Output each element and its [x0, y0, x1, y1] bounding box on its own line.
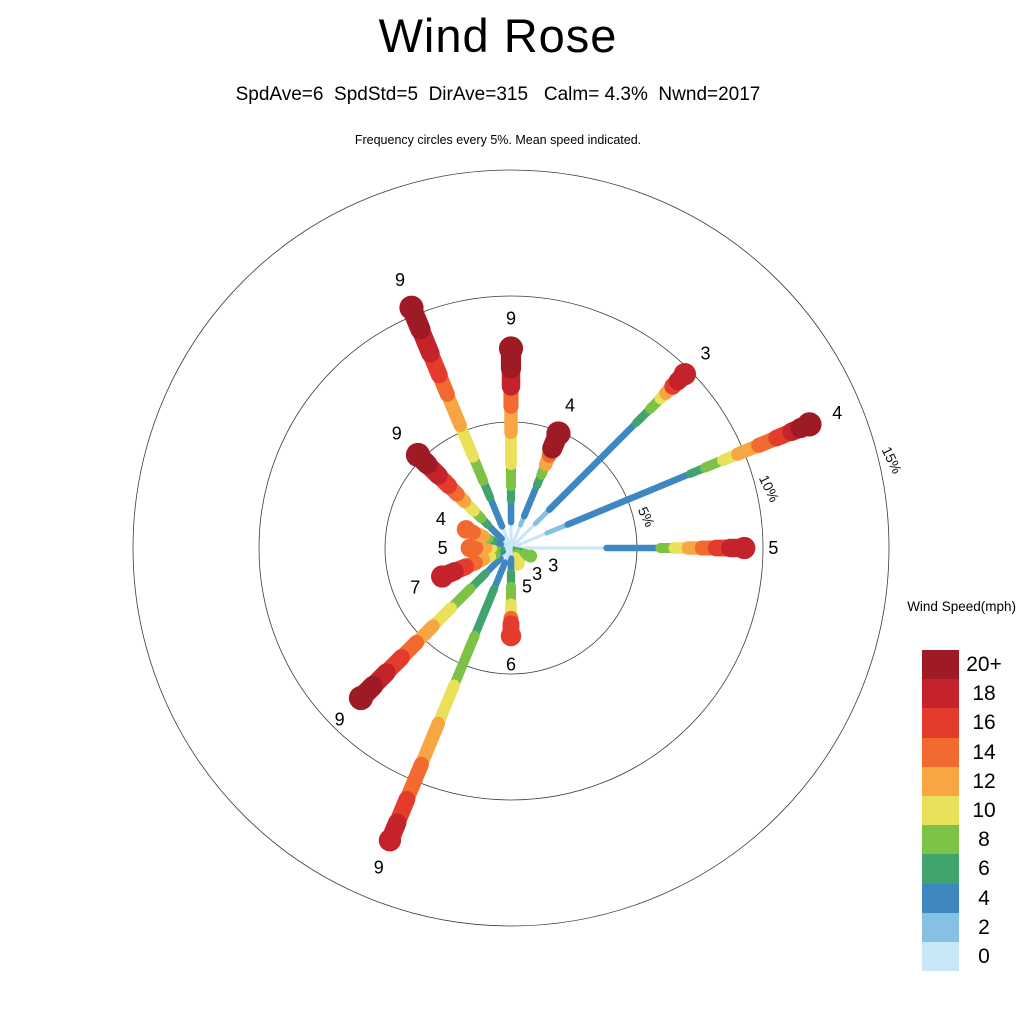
- legend-title: Wind Speed(mph): [907, 599, 1016, 614]
- legend-swatch: [922, 650, 959, 680]
- ray-tip-WNW: [456, 520, 476, 539]
- ray-tip-NE: [673, 362, 697, 386]
- legend-swatch: [922, 679, 959, 709]
- ray-mean-speed-label-S: 6: [506, 654, 516, 674]
- legend-swatch: [922, 708, 959, 738]
- ray-segment-NNW-4: [486, 494, 506, 530]
- legend-entry: 20+: [922, 650, 1009, 680]
- ray-mean-speed-label-N: 9: [506, 308, 516, 328]
- grid-circle-10: [258, 295, 764, 801]
- legend-label: 8: [978, 828, 990, 852]
- page-title: Wind Rose: [378, 9, 618, 62]
- legend-entry: 16: [922, 708, 1009, 738]
- legend: 20+ 18 16 14 12 10 8 6 4 2 0: [922, 650, 1009, 972]
- legend-label: 10: [972, 799, 996, 823]
- legend-label: 12: [972, 769, 996, 793]
- legend-swatch: [922, 737, 959, 767]
- legend-swatch: [922, 941, 959, 972]
- ray-segment-SSW-8: [449, 630, 480, 691]
- legend-swatch: [922, 766, 959, 796]
- legend-entry: 8: [922, 825, 1009, 855]
- ray-segment-ENE-2: [544, 522, 571, 536]
- ray-segment-NNW-0: [500, 524, 513, 550]
- legend-swatch: [922, 883, 959, 913]
- ray-mean-speed-label-NW: 9: [392, 424, 402, 444]
- legend-label: 4: [978, 886, 990, 910]
- ray-segment-SSW-6: [470, 584, 499, 640]
- legend-entry: 12: [922, 766, 1009, 796]
- ray-segment-SSW-4: [490, 559, 509, 593]
- legend-label: 14: [972, 740, 996, 764]
- legend-entry: 4: [922, 883, 1009, 913]
- grid-label-15: 15%: [879, 444, 906, 476]
- grid-circle-15: [132, 169, 890, 927]
- ray-mean-speed-label-NNW: 9: [395, 270, 405, 290]
- ray-segment-NE-4: [545, 419, 640, 514]
- legend-label: 0: [978, 944, 990, 968]
- ray-mean-speed-label-SW: 9: [335, 709, 345, 729]
- ray-tip-ESE: [524, 549, 538, 563]
- grid-label-10: 10%: [756, 472, 783, 504]
- legend-label: 2: [978, 915, 990, 939]
- ray-mean-speed-label-ESE: 3: [548, 555, 558, 575]
- legend-entry: 6: [922, 854, 1009, 884]
- ray-tip-NNW: [399, 295, 424, 320]
- ray-tip-E: [733, 536, 756, 560]
- legend-entry: 2: [922, 912, 1009, 942]
- legend-label: 20+: [966, 653, 1002, 677]
- ray-tip-N: [498, 336, 524, 361]
- legend-swatch: [922, 825, 959, 855]
- ray-tip-S: [500, 625, 522, 647]
- ray-mean-speed-label-SE: 3: [532, 564, 542, 584]
- ray-mean-speed-label-SSW: 9: [374, 857, 384, 877]
- ray-segment-NNE-4: [520, 481, 541, 520]
- legend-label: 6: [978, 857, 990, 881]
- ray-tip-ENE: [797, 412, 822, 437]
- ray-segment-NE-0: [509, 522, 537, 550]
- ray-mean-speed-label-ENE: 4: [832, 403, 842, 423]
- figure-caption: Frequency circles every 5%. Mean speed i…: [354, 133, 642, 147]
- legend-entry: 14: [922, 737, 1009, 767]
- ray-mean-speed-label-SSE: 5: [522, 577, 532, 597]
- ray-mean-speed-label-NNE: 4: [565, 396, 575, 416]
- ray-segment-ENE-4: [564, 470, 694, 528]
- legend-label: 18: [972, 682, 996, 706]
- ray-tip-NNE: [546, 421, 571, 446]
- ray-mean-speed-label-E: 5: [768, 538, 778, 558]
- legend-entry: 0: [922, 941, 1009, 972]
- legend-entry: 18: [922, 679, 1009, 709]
- legend-swatch: [922, 795, 959, 826]
- legend-swatch: [922, 912, 959, 942]
- stats-subtitle: SpdAve=6 SpdStd=5 DirAve=315 Calm= 4.3% …: [235, 84, 761, 105]
- legend-entry: 10: [922, 795, 1009, 826]
- ray-mean-speed-label-W: 5: [438, 538, 448, 558]
- ray-mean-speed-label-WSW: 7: [410, 578, 420, 598]
- grid-label-5: 5%: [635, 504, 658, 529]
- legend-swatch: [922, 854, 959, 884]
- ray-tip-W: [460, 538, 480, 558]
- ray-tip-SW: [348, 685, 374, 711]
- legend-label: 16: [972, 711, 996, 735]
- ray-segment-ENE-0: [509, 531, 549, 550]
- ray-tip-WSW: [430, 565, 454, 588]
- ray-segment-SSW-10: [432, 679, 460, 730]
- ray-mean-speed-label-WNW: 4: [436, 509, 446, 529]
- ray-tip-SSW: [378, 829, 402, 852]
- ray-mean-speed-label-NE: 3: [700, 344, 710, 364]
- ray-tip-NW: [405, 442, 431, 468]
